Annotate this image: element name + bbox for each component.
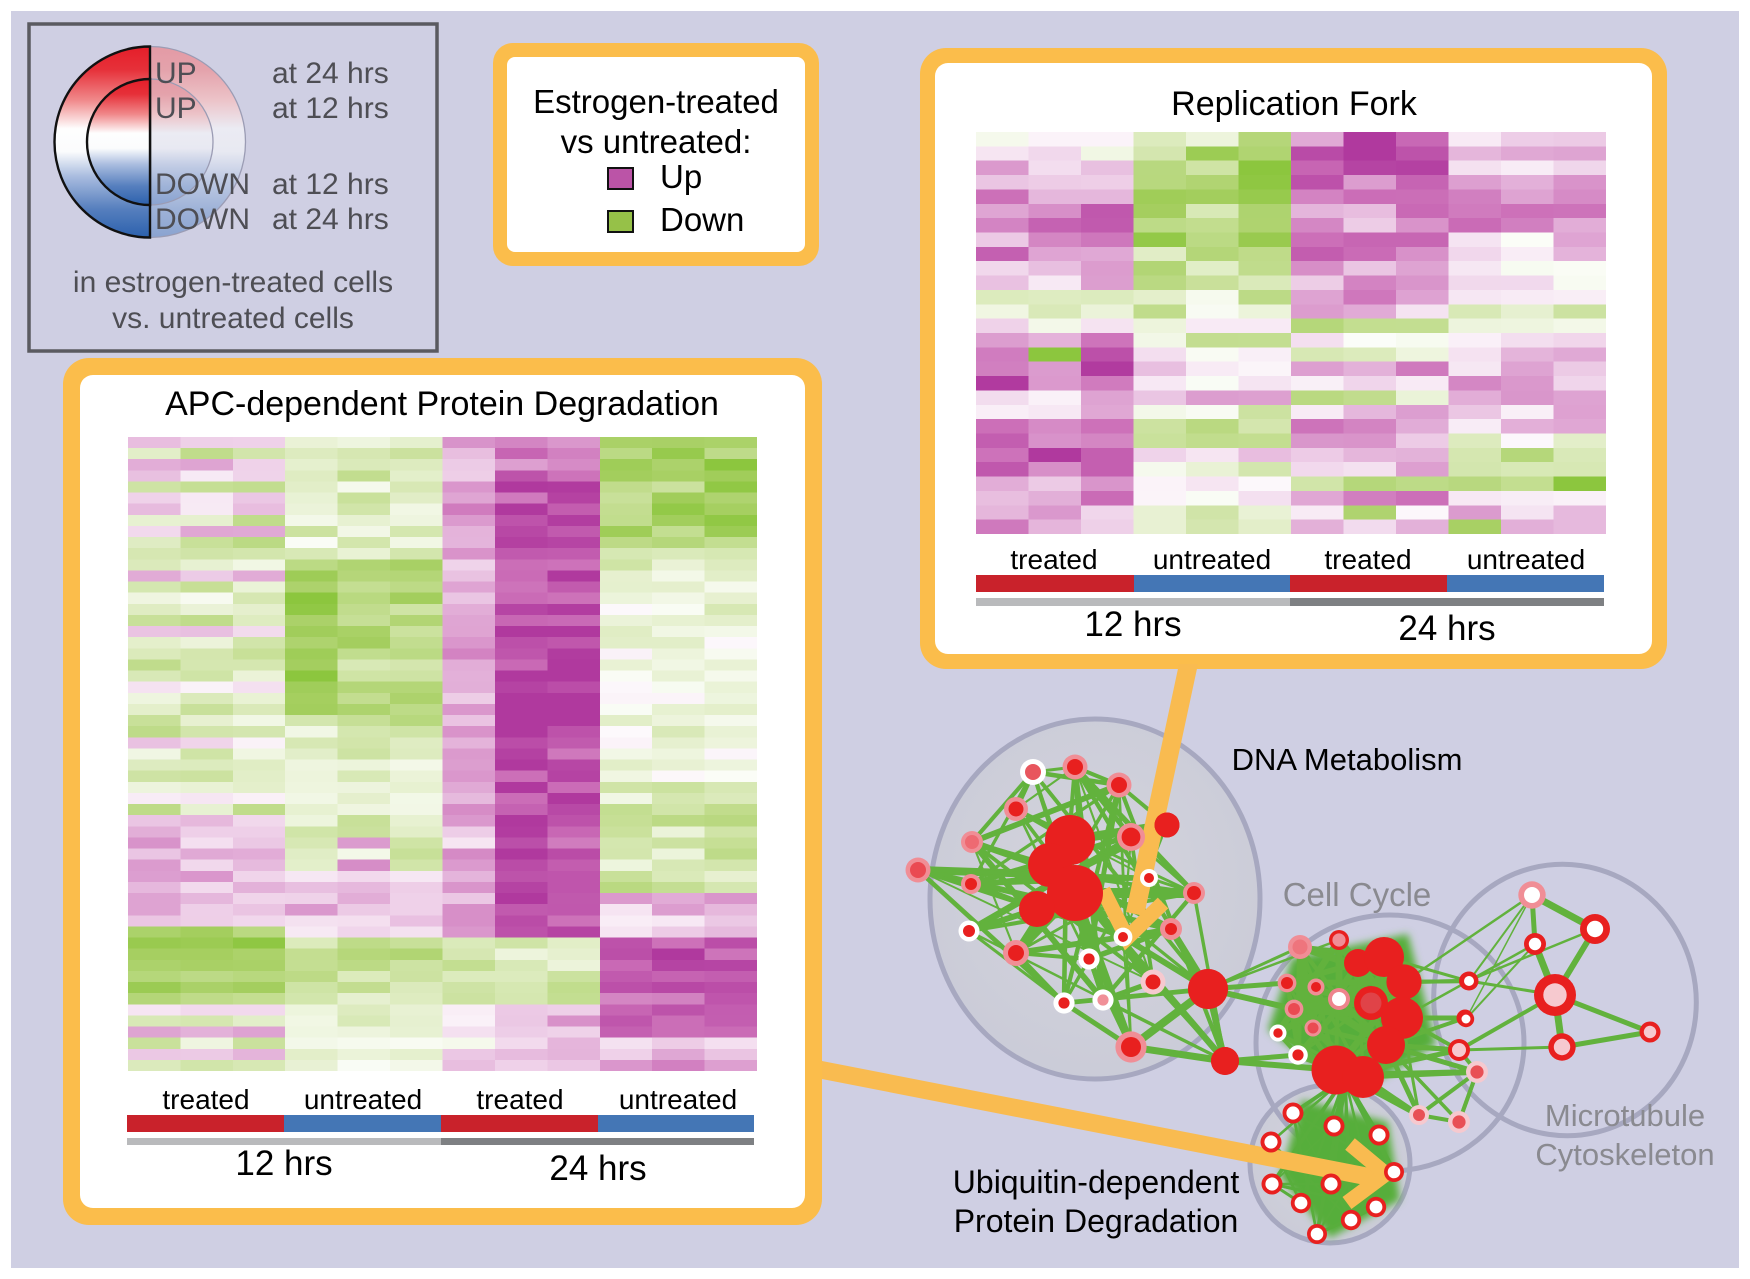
svg-text:at 24 hrs: at 24 hrs <box>272 57 389 90</box>
svg-text:DOWN: DOWN <box>155 168 250 201</box>
svg-text:treated: treated <box>1324 544 1411 575</box>
svg-text:at 24 hrs: at 24 hrs <box>272 203 389 236</box>
svg-text:12 hrs: 12 hrs <box>235 1144 332 1183</box>
svg-text:Cell Cycle: Cell Cycle <box>1283 876 1432 913</box>
svg-text:APC-dependent Protein Degradat: APC-dependent Protein Degradation <box>165 385 719 423</box>
svg-text:treated: treated <box>476 1084 563 1115</box>
svg-text:Down: Down <box>660 201 744 238</box>
svg-text:at 12 hrs: at 12 hrs <box>272 168 389 201</box>
svg-text:24 hrs: 24 hrs <box>549 1149 646 1188</box>
svg-text:vs untreated:: vs untreated: <box>561 123 752 160</box>
svg-text:DOWN: DOWN <box>155 203 250 236</box>
svg-text:treated: treated <box>1010 544 1097 575</box>
svg-text:UP: UP <box>155 57 197 90</box>
svg-text:untreated: untreated <box>619 1084 737 1115</box>
svg-text:Cytoskeleton: Cytoskeleton <box>1535 1137 1714 1172</box>
svg-text:12 hrs: 12 hrs <box>1084 605 1181 644</box>
svg-text:in estrogen-treated cells: in estrogen-treated cells <box>73 266 393 299</box>
svg-text:treated: treated <box>162 1084 249 1115</box>
svg-text:UP: UP <box>155 92 197 125</box>
svg-text:Ubiquitin-dependent: Ubiquitin-dependent <box>953 1164 1240 1200</box>
svg-text:Protein Degradation: Protein Degradation <box>954 1203 1239 1239</box>
svg-text:untreated: untreated <box>1467 544 1585 575</box>
svg-text:DNA Metabolism: DNA Metabolism <box>1232 742 1463 777</box>
svg-text:untreated: untreated <box>1153 544 1271 575</box>
svg-text:at 12 hrs: at 12 hrs <box>272 92 389 125</box>
svg-text:Up: Up <box>660 158 702 195</box>
svg-text:untreated: untreated <box>304 1084 422 1115</box>
svg-text:24 hrs: 24 hrs <box>1398 609 1495 648</box>
svg-text:Estrogen-treated: Estrogen-treated <box>533 83 779 120</box>
svg-text:Replication Fork: Replication Fork <box>1171 85 1418 123</box>
svg-text:Microtubule: Microtubule <box>1545 1098 1705 1133</box>
svg-text:vs. untreated cells: vs. untreated cells <box>112 302 354 335</box>
